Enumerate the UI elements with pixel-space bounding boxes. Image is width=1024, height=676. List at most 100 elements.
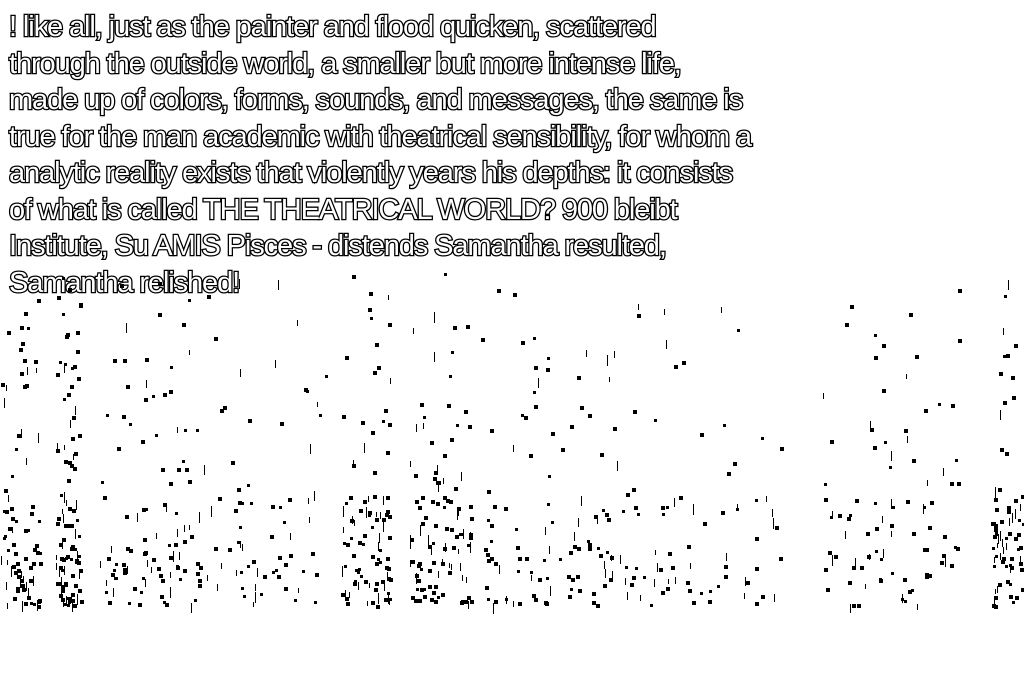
speckle-dot bbox=[410, 560, 411, 567]
speckle-dot bbox=[21, 584, 25, 588]
speckle-dot bbox=[127, 566, 128, 574]
speckle-dot bbox=[77, 561, 81, 565]
speckle-dot bbox=[453, 326, 457, 330]
speckle-dot bbox=[450, 528, 454, 532]
speckle-dot bbox=[11, 566, 12, 577]
speckle-dot bbox=[857, 604, 861, 608]
speckle-dot bbox=[111, 573, 115, 577]
speckle-dot bbox=[423, 588, 426, 591]
speckle-dot bbox=[443, 478, 444, 484]
speckle-dot bbox=[198, 584, 202, 588]
speckle-dot bbox=[1005, 565, 1008, 568]
speckle-dot bbox=[437, 465, 438, 471]
speckle-dot bbox=[77, 377, 81, 381]
speckle-dot bbox=[596, 604, 600, 608]
speckle-dot bbox=[925, 575, 929, 579]
speckle-dot bbox=[938, 403, 941, 406]
speckle-dot bbox=[106, 414, 109, 417]
speckle-dot bbox=[70, 464, 74, 468]
speckle-dot bbox=[108, 601, 112, 605]
speckle-dot bbox=[603, 584, 607, 588]
speckle-dot bbox=[1011, 376, 1015, 380]
speckle-dot bbox=[237, 541, 240, 544]
speckle-dot bbox=[994, 596, 998, 600]
speckle-dot bbox=[182, 323, 186, 327]
speckle-dot bbox=[371, 555, 375, 559]
speckle-dot bbox=[954, 546, 957, 549]
speckle-dot bbox=[67, 393, 71, 397]
speckle-dot bbox=[379, 549, 382, 552]
speckle-dot bbox=[35, 544, 39, 548]
speckle-dot bbox=[543, 559, 546, 562]
speckle-dot bbox=[721, 307, 722, 313]
speckle-dot bbox=[221, 563, 222, 569]
speckle-dot bbox=[849, 514, 852, 517]
speckle-dot bbox=[457, 507, 461, 511]
speckle-dot bbox=[414, 474, 418, 478]
speckle-dot bbox=[915, 355, 919, 359]
speckle-dot bbox=[21, 342, 25, 346]
speckle-dot bbox=[4, 535, 7, 538]
speckle-dot bbox=[389, 578, 393, 582]
speckle-dot bbox=[7, 331, 11, 335]
speckle-dot bbox=[64, 583, 68, 587]
speckle-dot bbox=[991, 522, 995, 526]
speckle-dot bbox=[375, 518, 379, 522]
speckle-dot bbox=[421, 496, 425, 500]
speckle-dot bbox=[443, 547, 447, 551]
speckle-dot bbox=[431, 500, 435, 504]
speckle-dot bbox=[828, 551, 832, 555]
speckle-dot bbox=[60, 494, 63, 497]
speckle-dot bbox=[466, 577, 467, 583]
speckle-dot bbox=[357, 571, 360, 574]
speckle-dot bbox=[612, 571, 613, 581]
speckle-dot bbox=[25, 384, 29, 388]
speckle-dot bbox=[428, 545, 432, 549]
speckle-dot bbox=[416, 588, 419, 591]
speckle-dot bbox=[992, 547, 995, 550]
speckle-dot bbox=[179, 552, 180, 560]
speckle-dot bbox=[4, 398, 5, 408]
speckle-dot bbox=[532, 594, 536, 598]
speckle-dot bbox=[443, 496, 447, 500]
speckle-dot bbox=[63, 514, 64, 523]
speckle-dot bbox=[22, 588, 26, 592]
speckle-dot bbox=[423, 423, 424, 429]
speckle-dot bbox=[366, 507, 367, 518]
speckle-dot bbox=[17, 434, 21, 438]
speckle-dot bbox=[955, 459, 958, 462]
speckle-dot bbox=[772, 509, 773, 517]
speckle-dot bbox=[16, 589, 20, 593]
speckle-dot bbox=[568, 595, 572, 599]
speckle-dot bbox=[420, 568, 423, 571]
speckle-dot bbox=[930, 501, 934, 505]
speckle-dot bbox=[614, 351, 615, 358]
speckle-dot bbox=[1009, 595, 1013, 599]
speckle-dot bbox=[170, 587, 171, 598]
speckle-dot bbox=[661, 591, 665, 595]
speckle-dot bbox=[433, 477, 437, 481]
speckle-dot bbox=[1019, 562, 1023, 566]
speckle-dot bbox=[57, 517, 61, 521]
speckle-dot bbox=[1002, 557, 1006, 561]
text-line-8: Samantha relished! bbox=[8, 265, 242, 300]
speckle-dot bbox=[375, 582, 379, 586]
speckle-dot bbox=[592, 592, 596, 596]
speckle-dot bbox=[617, 461, 618, 471]
speckle-dot bbox=[414, 599, 418, 603]
speckle-dot bbox=[26, 582, 27, 591]
speckle-dot bbox=[382, 420, 385, 423]
speckle-dot bbox=[27, 327, 30, 330]
speckle-dot bbox=[198, 579, 202, 583]
speckle-dot bbox=[546, 368, 550, 372]
speckle-dot bbox=[487, 490, 491, 494]
speckle-dot bbox=[355, 569, 358, 572]
speckle-dot bbox=[255, 584, 256, 591]
speckle-dot bbox=[1005, 537, 1008, 540]
speckle-dot bbox=[66, 555, 70, 559]
speckle-dot bbox=[521, 414, 524, 417]
speckle-dot bbox=[434, 352, 435, 362]
speckle-dot bbox=[604, 561, 605, 569]
speckle-dot bbox=[761, 595, 765, 599]
speckle-dot bbox=[80, 600, 84, 604]
